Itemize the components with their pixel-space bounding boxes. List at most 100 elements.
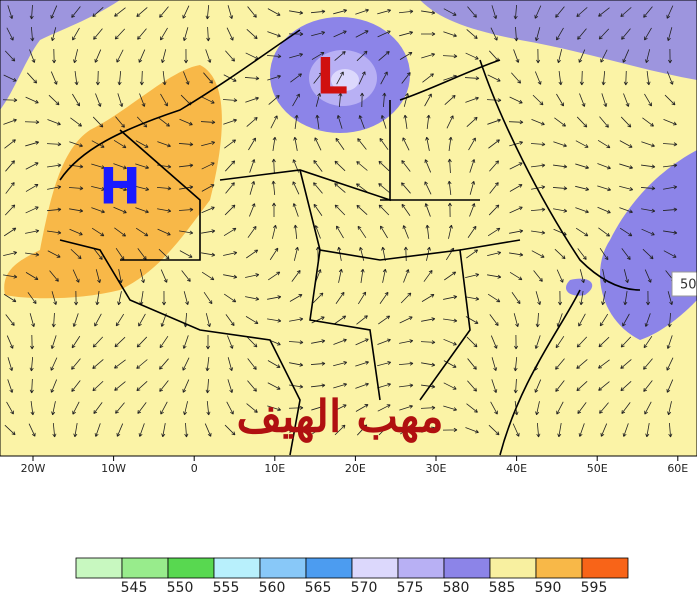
wind-arrow	[24, 120, 40, 125]
wind-arrow	[557, 423, 562, 438]
wind-arrow	[48, 94, 60, 106]
wind-arrow	[47, 185, 62, 190]
wind-arrow	[293, 246, 299, 261]
wind-arrow	[289, 317, 304, 322]
wind-arrow	[334, 160, 346, 172]
wind-arrow	[113, 139, 127, 149]
wind-arrow	[466, 116, 478, 127]
wind-arrow	[223, 274, 238, 279]
wind-arrow	[50, 357, 58, 371]
wind-arrow	[270, 115, 278, 129]
wind-arrow	[399, 51, 413, 60]
wind-arrow	[553, 141, 567, 148]
lon-label: 40E	[506, 462, 527, 475]
wind-arrow	[267, 8, 281, 16]
wind-arrow	[577, 402, 587, 414]
wind-arrow	[91, 207, 105, 214]
wind-arrow	[227, 379, 234, 393]
wind-arrow	[360, 268, 365, 283]
wind-arrow	[355, 404, 369, 412]
wind-arrow	[292, 181, 300, 195]
wind-arrow	[267, 360, 281, 368]
wind-arrow	[466, 29, 478, 39]
wind-arrow	[464, 76, 480, 81]
wind-arrow	[425, 136, 430, 151]
wind-arrow	[114, 336, 126, 348]
wind-arrow	[73, 49, 79, 64]
wind-arrow	[291, 270, 301, 282]
wind-arrow	[315, 92, 322, 107]
wind-arrow	[355, 338, 369, 346]
wind-arrow	[205, 378, 210, 394]
wind-arrow	[623, 93, 630, 107]
wind-arrow	[554, 117, 566, 127]
wind-arrow	[403, 92, 409, 107]
wind-arrow	[467, 225, 477, 238]
wind-arrow	[487, 274, 502, 279]
wind-arrow	[157, 228, 171, 236]
wind-arrow	[267, 382, 281, 390]
wind-arrow	[531, 250, 545, 258]
wind-arrow	[29, 4, 34, 20]
wind-arrow	[555, 6, 565, 18]
wind-arrow	[182, 379, 190, 393]
wind-arrow	[245, 296, 260, 301]
wind-arrow	[183, 71, 190, 85]
wind-arrow	[531, 185, 546, 190]
wind-arrow	[442, 427, 458, 432]
wind-arrow	[598, 28, 610, 40]
colorbar-label: 585	[489, 580, 516, 596]
wind-arrow	[336, 225, 344, 239]
wind-arrow	[335, 291, 345, 304]
wind-arrow	[266, 54, 282, 59]
wind-arrow	[443, 382, 457, 390]
wind-arrow	[509, 206, 523, 214]
wind-arrow	[360, 92, 365, 108]
wind-arrow	[601, 93, 608, 107]
wind-arrow	[5, 314, 15, 326]
wind-arrow	[576, 116, 588, 128]
lon-label: 10W	[101, 462, 126, 475]
wind-arrow	[668, 48, 673, 64]
edge-label: 50	[680, 278, 697, 293]
wind-arrow	[402, 137, 410, 151]
wind-arrow	[246, 29, 258, 40]
wind-arrow	[312, 292, 324, 304]
wind-arrow	[598, 359, 610, 369]
wind-arrow	[401, 182, 411, 194]
wind-arrow	[553, 208, 568, 213]
wind-arrow	[511, 72, 522, 84]
wind-arrow	[25, 272, 39, 281]
wind-arrow	[267, 405, 281, 412]
colorbar-label: 570	[351, 580, 378, 596]
wind-arrow	[138, 49, 146, 63]
wind-arrow	[513, 4, 518, 20]
wind-arrow	[443, 338, 457, 346]
wind-arrow	[182, 335, 189, 349]
wind-arrow	[91, 163, 105, 170]
wind-arrow	[531, 230, 546, 235]
wind-arrow	[51, 291, 58, 305]
wind-arrow	[645, 423, 650, 438]
wind-arrow	[378, 315, 391, 325]
wind-arrow	[201, 162, 215, 170]
wind-arrow	[556, 269, 564, 283]
wind-arrow	[138, 313, 146, 327]
wind-arrow	[179, 230, 194, 235]
wind-arrow	[509, 229, 524, 234]
wind-arrow	[558, 71, 563, 86]
wind-arrow	[644, 269, 652, 283]
wind-arrow	[25, 184, 39, 192]
wind-arrow	[201, 229, 216, 234]
wind-arrow	[377, 338, 391, 345]
wind-arrow	[244, 76, 260, 81]
wind-arrow	[6, 401, 14, 415]
wind-arrow	[641, 228, 655, 236]
wind-arrow	[377, 361, 392, 367]
wind-arrow	[662, 142, 678, 147]
wind-arrow	[271, 180, 276, 196]
wind-arrow	[205, 313, 211, 328]
colorbar-label: 580	[443, 580, 470, 596]
wind-arrow	[378, 51, 390, 61]
wind-arrow	[442, 54, 458, 59]
